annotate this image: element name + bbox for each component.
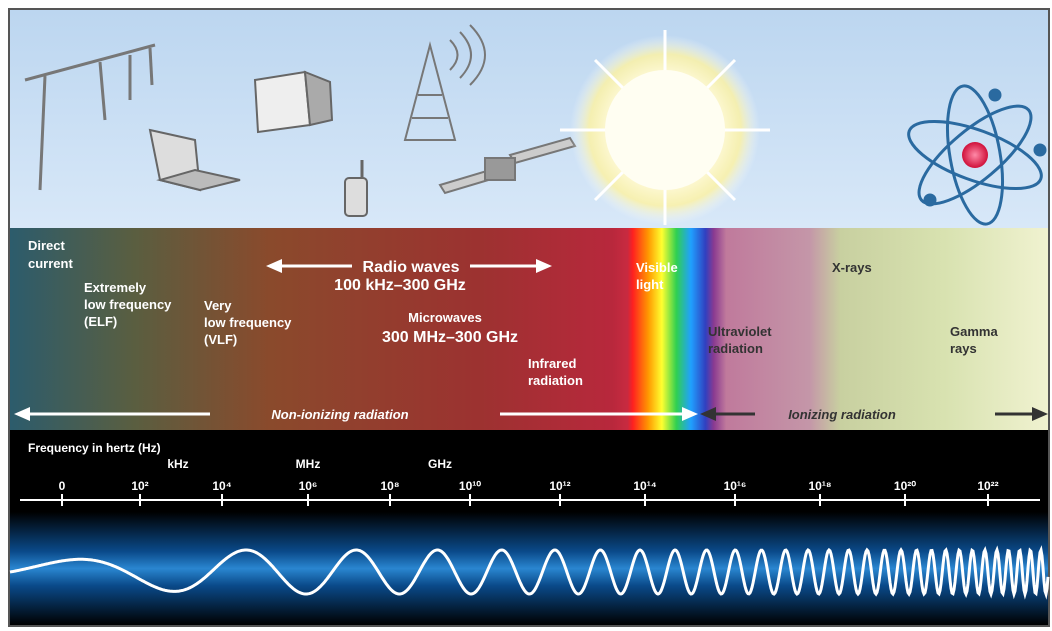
atom-icon xyxy=(907,84,1047,226)
frame xyxy=(8,8,1050,627)
frequency-axis xyxy=(10,430,1048,512)
label: X-rays xyxy=(832,260,872,275)
tick-label: 10⁴ xyxy=(212,479,231,493)
tick-label: 10⁸ xyxy=(380,479,399,493)
label: radiation xyxy=(708,341,763,356)
label: Ultraviolet xyxy=(708,324,772,339)
label: Visible xyxy=(636,260,678,275)
label: 300 MHz–300 GHz xyxy=(382,329,518,346)
label: radiation xyxy=(528,373,583,388)
tick-label: 10¹² xyxy=(549,479,570,493)
unit-label: kHz xyxy=(167,457,188,471)
tick-label: 10¹⁴ xyxy=(633,479,656,493)
label: Ionizing radiation xyxy=(788,407,896,422)
tick-label: 10²⁰ xyxy=(894,479,916,493)
label: Extremely xyxy=(84,280,147,295)
wave xyxy=(9,545,1050,600)
radio-arrow xyxy=(266,259,552,273)
tick-label: 10⁶ xyxy=(299,479,318,493)
illustration-panel xyxy=(10,10,1048,228)
sun-icon xyxy=(560,30,770,225)
tick-label: 0 xyxy=(59,479,66,493)
tick-label: 10¹⁶ xyxy=(724,479,747,493)
monitor-icon xyxy=(253,70,334,134)
label: rays xyxy=(950,341,977,356)
label: low frequency xyxy=(84,297,172,312)
label: Radio waves xyxy=(363,259,460,276)
tick-label: 10²² xyxy=(977,479,998,493)
tower-icon xyxy=(403,24,486,141)
wave-panel xyxy=(10,512,1048,625)
phone-icon xyxy=(344,160,368,217)
unit-label: MHz xyxy=(296,457,321,471)
label: (ELF) xyxy=(84,314,117,329)
non-ionizing-arrow xyxy=(14,407,698,421)
axis-title: Frequency in hertz (Hz) xyxy=(28,441,161,455)
tick-label: 10¹⁸ xyxy=(808,479,831,493)
label: current xyxy=(28,256,73,271)
label: Direct xyxy=(28,238,66,253)
label: 100 kHz–300 GHz xyxy=(334,277,466,294)
ionizing-arrow xyxy=(700,407,1048,421)
label: Gamma xyxy=(950,324,998,339)
label: Microwaves xyxy=(408,310,482,325)
label: Non-ionizing radiation xyxy=(271,407,408,422)
label: low frequency xyxy=(204,315,292,330)
label: light xyxy=(636,277,664,292)
spectrum-band xyxy=(10,228,1048,430)
laptop-icon xyxy=(148,128,241,192)
tick-label: 10² xyxy=(131,479,148,493)
label: Infrared xyxy=(528,356,576,371)
unit-label: GHz xyxy=(428,457,452,471)
tick-label: 10¹⁰ xyxy=(459,479,481,493)
label: (VLF) xyxy=(204,332,237,347)
antenna-icon xyxy=(24,43,156,191)
label: Very xyxy=(204,298,232,313)
